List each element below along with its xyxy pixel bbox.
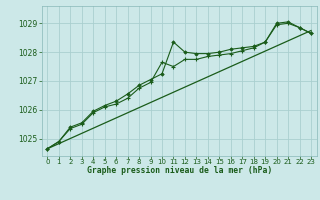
X-axis label: Graphe pression niveau de la mer (hPa): Graphe pression niveau de la mer (hPa): [87, 166, 272, 175]
